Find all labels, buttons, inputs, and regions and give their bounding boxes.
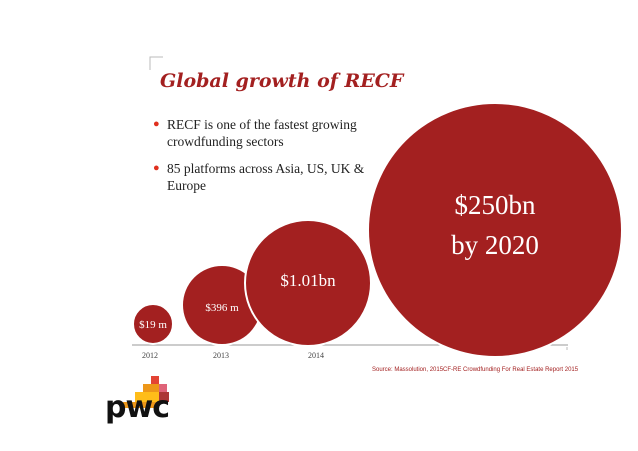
bubble-2014 [244,219,372,347]
bubble-value-label: $1.01bn [280,271,336,290]
bubble-value-label: by 2020 [451,230,539,260]
frame-top-left [149,56,163,70]
bullet-item: RECF is one of the fastest growing crowd… [153,116,383,150]
logo-block [123,402,159,408]
logo-block [135,392,159,402]
bullet-item: 85 platforms across Asia, US, UK & Europ… [153,160,383,194]
bubble-value-label: $19 m [139,319,167,331]
logo-block [159,392,169,402]
year-tick-label: 2012 [142,351,158,360]
brand-logo-text: pwc [105,390,170,425]
year-tick-label: 2013 [213,351,229,360]
bubble-2012 [132,303,174,345]
bullet-list: RECF is one of the fastest growing crowd… [153,116,383,204]
source-note: Source: Massolution, 2015CF-RE Crowdfund… [372,367,579,373]
page-title: Global growth of RECF [160,70,404,92]
pwc-logo-icon [123,376,169,408]
logo-block [159,384,167,392]
bubble-value-label: $250bn [455,190,537,220]
logo-block [143,384,159,392]
bubble-2020 [367,102,623,358]
logo-block [151,376,159,384]
year-tick-label: 2014 [308,351,324,360]
bubble-value-label: $396 m [205,302,239,314]
